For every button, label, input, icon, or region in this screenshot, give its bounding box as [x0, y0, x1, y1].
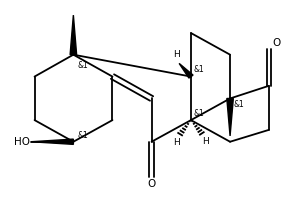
Polygon shape: [70, 15, 77, 55]
Text: &1: &1: [78, 131, 89, 140]
Text: HO: HO: [13, 137, 30, 147]
Text: H: H: [173, 50, 180, 59]
Text: O: O: [147, 179, 156, 189]
Polygon shape: [31, 139, 73, 144]
Text: H: H: [202, 137, 209, 146]
Text: &1: &1: [193, 109, 204, 118]
Polygon shape: [179, 63, 193, 78]
Text: &1: &1: [194, 65, 205, 74]
Text: &1: &1: [233, 100, 244, 109]
Text: H: H: [173, 138, 179, 147]
Text: &1: &1: [78, 61, 89, 70]
Text: O: O: [272, 38, 281, 48]
Polygon shape: [227, 98, 233, 136]
